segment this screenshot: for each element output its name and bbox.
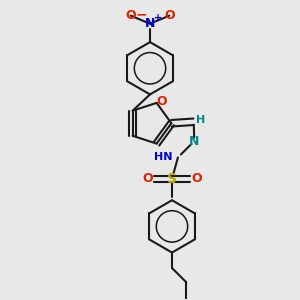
Text: +: + — [154, 13, 162, 23]
Text: O: O — [125, 9, 136, 22]
Text: O: O — [157, 95, 167, 108]
Text: −: − — [136, 8, 148, 22]
Text: S: S — [167, 172, 177, 186]
Text: N: N — [189, 135, 200, 148]
Text: H: H — [196, 115, 205, 125]
Text: O: O — [142, 172, 153, 185]
Text: HN: HN — [154, 152, 172, 161]
Text: N: N — [145, 17, 155, 30]
Text: O: O — [191, 172, 202, 185]
Text: O: O — [164, 9, 175, 22]
